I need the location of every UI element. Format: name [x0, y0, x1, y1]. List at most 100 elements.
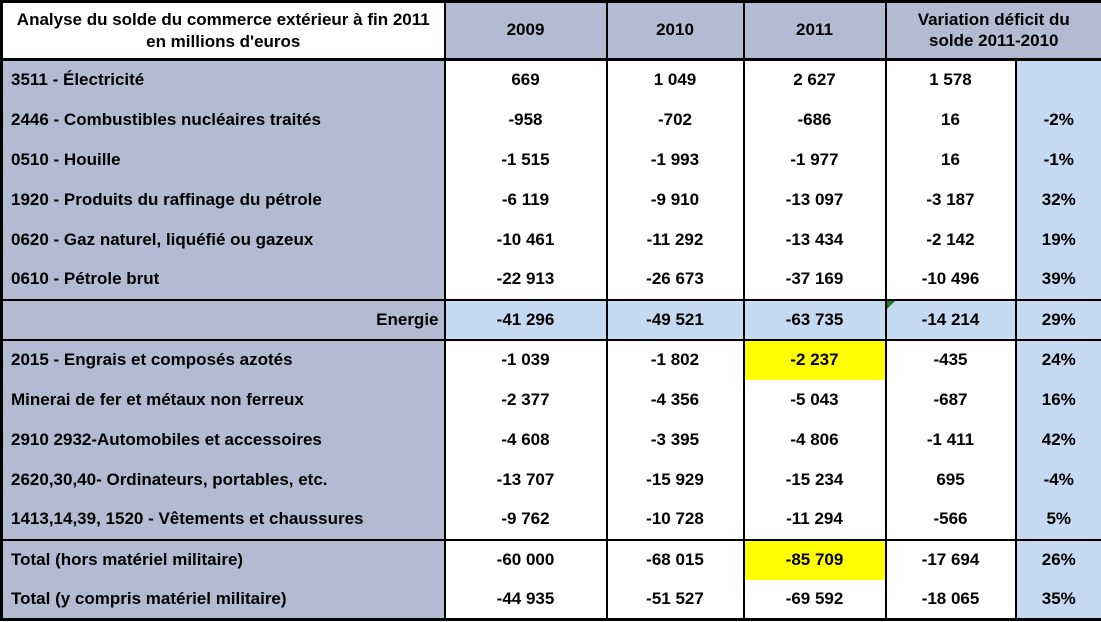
value-2009: 669 [443, 59, 607, 100]
value-2011-highlighted: -2 237 [742, 339, 886, 380]
value-2010: -9 910 [605, 179, 744, 220]
table-row-petrole-brut: 0610 - Pétrole brut -22 913 -26 673 -37 … [1, 259, 1101, 300]
row-label: 3511 - Électricité [1, 59, 445, 100]
row-label: 1413,14,39, 1520 - Vêtements et chaussur… [1, 499, 445, 540]
value-2009: -13 707 [443, 459, 607, 500]
value-2009: -958 [443, 99, 607, 140]
column-header-variation: Variation déficit du solde 2011-2010 [884, 1, 1101, 61]
value-2011: -4 806 [742, 419, 886, 460]
value-percent: -4% [1014, 459, 1101, 500]
row-label: Energie [1, 298, 445, 341]
table-row-vetements: 1413,14,39, 1520 - Vêtements et chaussur… [1, 499, 1101, 540]
value-2010: 1 049 [605, 59, 744, 100]
green-corner-flag-icon [887, 301, 896, 310]
total-row-hors-militaire: Total (hors matériel militaire) -60 000 … [1, 538, 1101, 580]
value-percent [1014, 59, 1101, 100]
value-variation: 16 [884, 139, 1016, 180]
table-row-houille: 0510 - Houille -1 515 -1 993 -1 977 16 -… [1, 139, 1101, 180]
value-percent: 35% [1014, 579, 1101, 620]
value-2009: -6 119 [443, 179, 607, 220]
table-row-electricite: 3511 - Électricité 669 1 049 2 627 1 578 [1, 59, 1101, 100]
value-2010: -51 527 [605, 579, 744, 620]
value-2009: -10 461 [443, 219, 607, 260]
value-2010: -15 929 [605, 459, 744, 500]
value-percent: 42% [1014, 419, 1101, 460]
header-row: Analyse du solde du commerce extérieur à… [1, 1, 1101, 61]
value-2010: -11 292 [605, 219, 744, 260]
subtotal-row-energie: Energie -41 296 -49 521 -63 735 -14 214 … [1, 298, 1101, 341]
row-label: 0610 - Pétrole brut [1, 259, 445, 300]
value-2010: -10 728 [605, 499, 744, 540]
value-percent: 5% [1014, 499, 1101, 540]
value-2011: -11 294 [742, 499, 886, 540]
value-2011: -1 977 [742, 139, 886, 180]
value-percent: 24% [1014, 339, 1101, 380]
value-percent: 29% [1014, 298, 1101, 341]
value-percent: 16% [1014, 379, 1101, 420]
table-row-combustibles: 2446 - Combustibles nucléaires traités -… [1, 99, 1101, 140]
value-percent: -2% [1014, 99, 1101, 140]
value-variation-text: -14 214 [921, 309, 980, 329]
value-2009: -1 515 [443, 139, 607, 180]
table-row-automobiles: 2910 2932-Automobiles et accessoires -4 … [1, 419, 1101, 460]
value-percent: 32% [1014, 179, 1101, 220]
value-percent: 39% [1014, 259, 1101, 300]
value-2011: -13 097 [742, 179, 886, 220]
row-label: Total (hors matériel militaire) [1, 538, 445, 580]
value-variation: -566 [884, 499, 1016, 540]
value-2010: -702 [605, 99, 744, 140]
table-title: Analyse du solde du commerce extérieur à… [1, 1, 445, 61]
table-row-minerai: Minerai de fer et métaux non ferreux -2 … [1, 379, 1101, 420]
value-2010: -49 521 [605, 298, 744, 341]
value-2010: -4 356 [605, 379, 744, 420]
row-label: 2446 - Combustibles nucléaires traités [1, 99, 445, 140]
value-2009: -60 000 [443, 538, 607, 580]
value-2011-highlighted: -85 709 [742, 538, 886, 580]
column-header-2010: 2010 [605, 1, 744, 61]
value-variation: -17 694 [884, 538, 1016, 580]
value-2009: -44 935 [443, 579, 607, 620]
value-2011: -13 434 [742, 219, 886, 260]
value-percent: 26% [1014, 538, 1101, 580]
value-2010: -3 395 [605, 419, 744, 460]
row-label: Total (y compris matériel militaire) [1, 579, 445, 620]
value-2009: -22 913 [443, 259, 607, 300]
value-2009: -1 039 [443, 339, 607, 380]
value-percent: 19% [1014, 219, 1101, 260]
value-variation: -10 496 [884, 259, 1016, 300]
value-2011: -37 169 [742, 259, 886, 300]
value-2010: -68 015 [605, 538, 744, 580]
row-label: 1920 - Produits du raffinage du pétrole [1, 179, 445, 220]
value-variation: -2 142 [884, 219, 1016, 260]
row-label: 2620,30,40- Ordinateurs, portables, etc. [1, 459, 445, 500]
row-label: 0620 - Gaz naturel, liquéfié ou gazeux [1, 219, 445, 260]
row-label: Minerai de fer et métaux non ferreux [1, 379, 445, 420]
column-header-2009: 2009 [443, 1, 607, 61]
value-2011: 2 627 [742, 59, 886, 100]
value-variation: -435 [884, 339, 1016, 380]
value-2009: -2 377 [443, 379, 607, 420]
value-2011: -5 043 [742, 379, 886, 420]
value-2011: -69 592 [742, 579, 886, 620]
value-2011: -63 735 [742, 298, 886, 341]
table-row-ordinateurs: 2620,30,40- Ordinateurs, portables, etc.… [1, 459, 1101, 500]
value-2009: -4 608 [443, 419, 607, 460]
row-label: 0510 - Houille [1, 139, 445, 180]
value-variation: 1 578 [884, 59, 1016, 100]
value-2011: -686 [742, 99, 886, 140]
value-variation: -1 411 [884, 419, 1016, 460]
row-label: 2910 2932-Automobiles et accessoires [1, 419, 445, 460]
value-2011: -15 234 [742, 459, 886, 500]
value-2009: -9 762 [443, 499, 607, 540]
value-variation: 16 [884, 99, 1016, 140]
value-variation: 695 [884, 459, 1016, 500]
table-row-engrais: 2015 - Engrais et composés azotés -1 039… [1, 339, 1101, 380]
column-header-2011: 2011 [742, 1, 886, 61]
value-2009: -41 296 [443, 298, 607, 341]
value-variation: -18 065 [884, 579, 1016, 620]
value-2010: -26 673 [605, 259, 744, 300]
value-2010: -1 802 [605, 339, 744, 380]
value-percent: -1% [1014, 139, 1101, 180]
